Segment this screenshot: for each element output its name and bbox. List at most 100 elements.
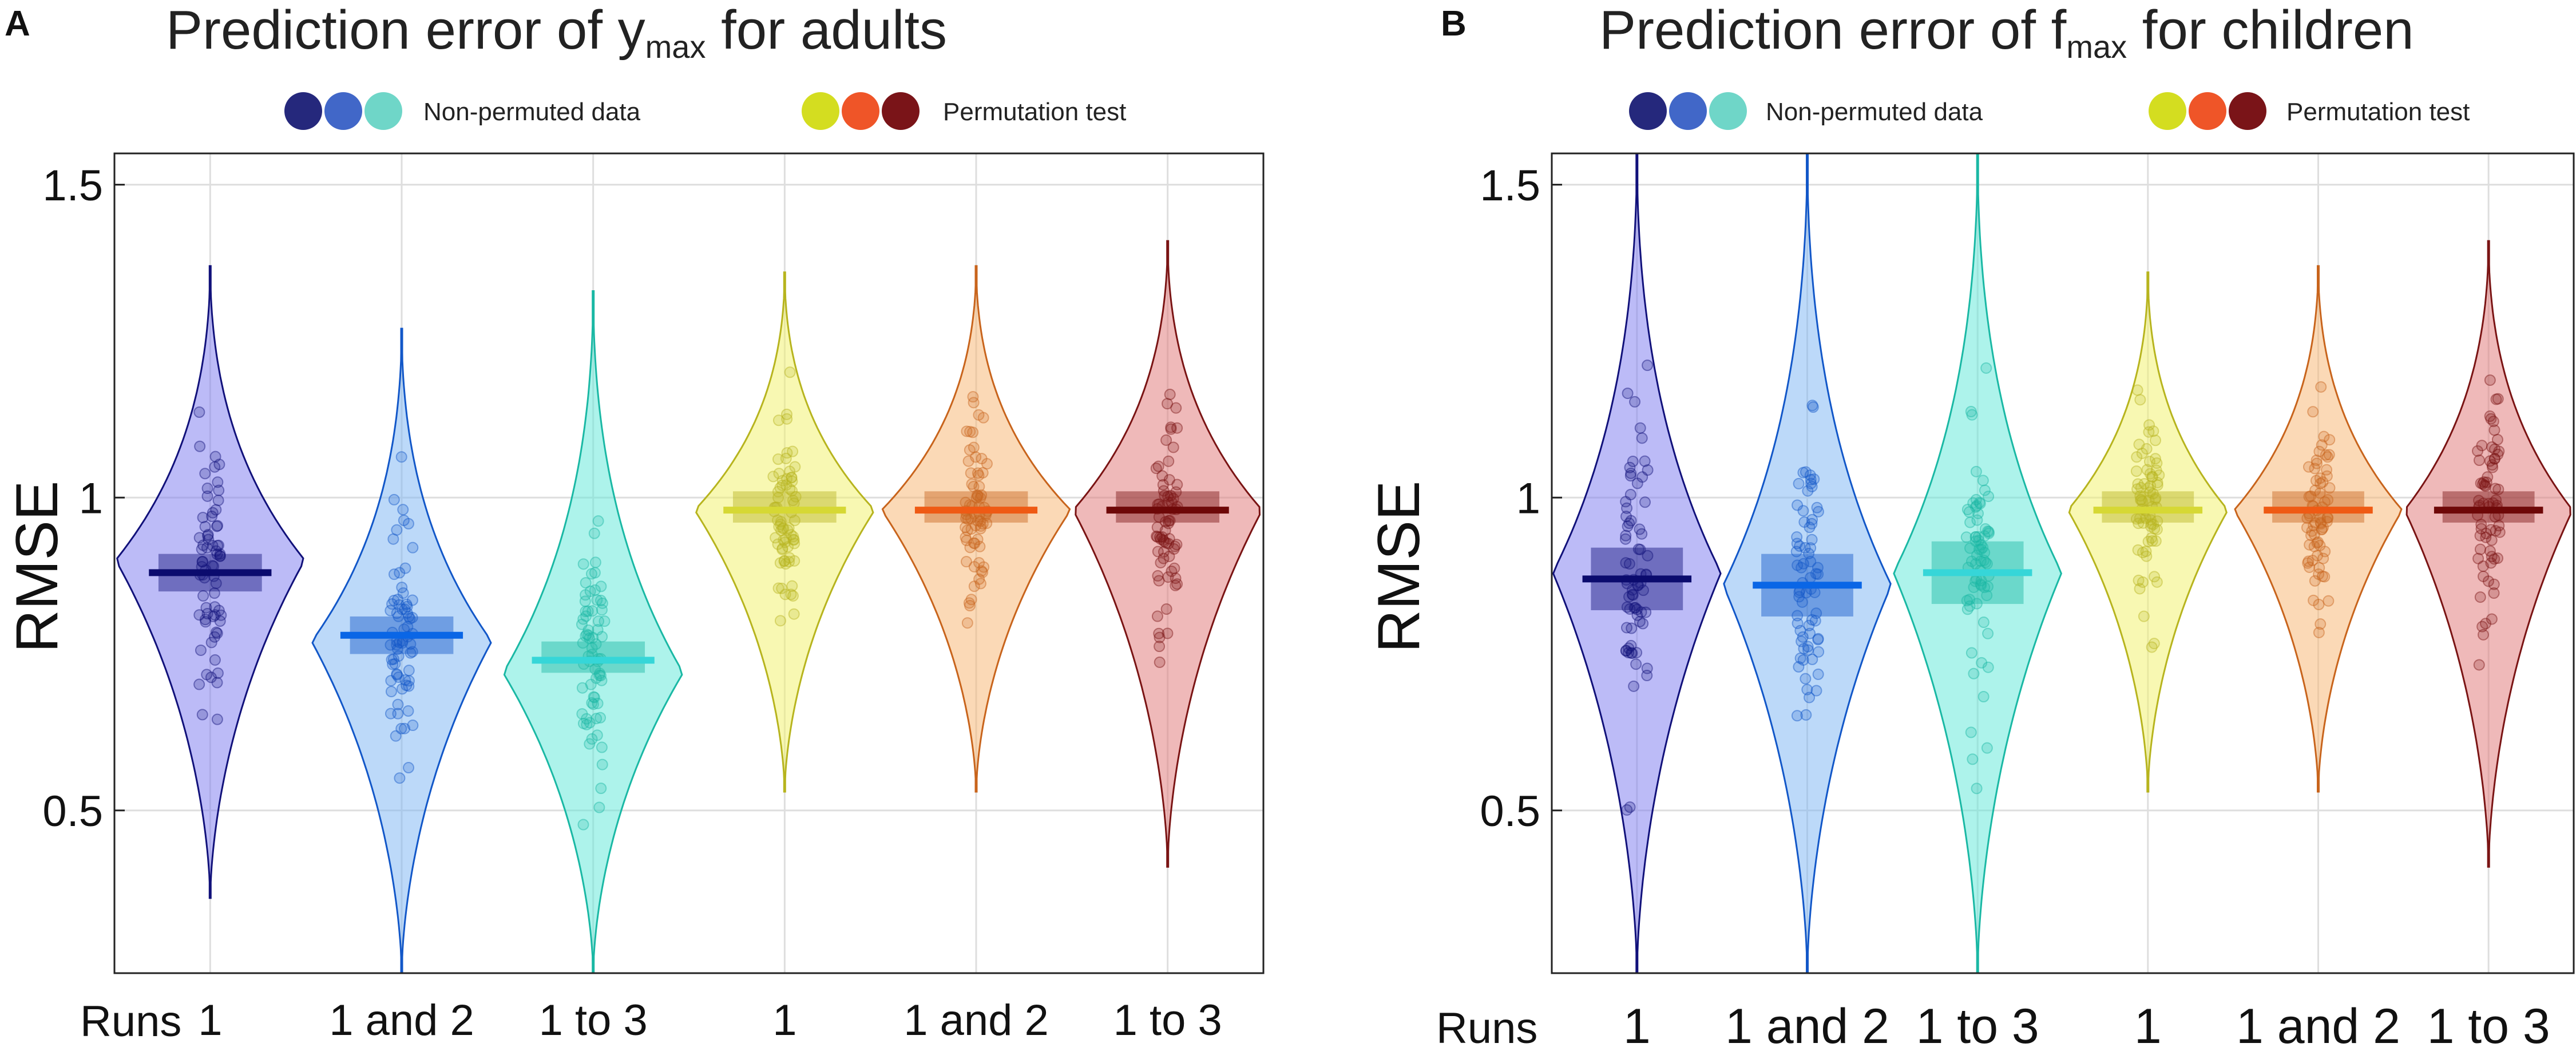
- data-point: [595, 783, 607, 795]
- data-point: [2486, 534, 2498, 546]
- data-point: [1626, 588, 1638, 600]
- data-point: [586, 642, 598, 654]
- data-point: [1973, 496, 1985, 508]
- data-point: [1797, 631, 1809, 643]
- data-point: [211, 520, 223, 532]
- data-point: [582, 629, 595, 641]
- data-point: [772, 582, 784, 594]
- data-point: [397, 504, 409, 516]
- data-point: [1158, 536, 1170, 548]
- data-point: [1163, 515, 1175, 527]
- data-point: [1626, 622, 1638, 634]
- data-point: [2485, 413, 2497, 425]
- data-point: [1969, 531, 1981, 543]
- data-point: [1167, 441, 1179, 453]
- data-point: [1791, 531, 1803, 543]
- data-point: [1983, 526, 1995, 538]
- data-point: [212, 476, 224, 488]
- data-point: [1972, 531, 1984, 543]
- data-point: [778, 534, 790, 546]
- data-point: [2482, 575, 2494, 587]
- data-point: [972, 490, 984, 502]
- data-point: [786, 472, 798, 484]
- legend-a-swatch-3: [364, 92, 402, 130]
- data-point: [391, 668, 403, 680]
- data-point: [2475, 477, 2487, 489]
- data-point: [2309, 575, 2321, 587]
- data-point: [586, 605, 599, 617]
- data-point: [2145, 514, 2157, 526]
- data-point: [200, 602, 212, 614]
- panel-a-title-main: Prediction error of y: [166, 0, 645, 61]
- data-point: [1790, 546, 1802, 558]
- data-point: [1639, 455, 1651, 467]
- legend-a-swatch-4: [802, 92, 839, 130]
- data-point: [1156, 470, 1168, 482]
- data-point: [2144, 486, 2156, 498]
- data-point: [199, 468, 211, 480]
- data-point: [772, 414, 784, 426]
- violin-body-2: [311, 327, 492, 974]
- data-point: [402, 705, 414, 717]
- data-point: [1967, 753, 1979, 765]
- data-point: [1971, 550, 1983, 562]
- data-point: [961, 617, 973, 629]
- data-point: [1809, 615, 1821, 627]
- data-point: [2153, 469, 2165, 481]
- data-point: [2473, 455, 2485, 467]
- data-point: [779, 536, 791, 548]
- data-point: [1153, 575, 1165, 587]
- data-point: [212, 495, 224, 507]
- data-point: [584, 717, 596, 729]
- data-point: [772, 485, 784, 497]
- data-point: [1164, 389, 1176, 401]
- data-point: [974, 578, 986, 590]
- data-point: [2478, 570, 2490, 582]
- panel-b-title-main: Prediction error of f: [1599, 0, 2067, 61]
- data-point: [2310, 475, 2322, 487]
- data-point: [778, 555, 790, 567]
- data-point: [197, 512, 209, 524]
- legend-b-permuted-label: Permutation test: [2286, 98, 2470, 126]
- data-point: [1628, 602, 1640, 614]
- data-point: [1806, 480, 1818, 492]
- data-point: [2488, 453, 2500, 465]
- data-point: [2305, 530, 2317, 542]
- data-point: [2480, 528, 2492, 540]
- data-point: [1154, 531, 1166, 543]
- data-point: [205, 637, 217, 649]
- data-point: [2306, 555, 2319, 567]
- data-point: [1798, 516, 1810, 528]
- data-point: [779, 588, 791, 600]
- data-point: [1163, 533, 1175, 545]
- data-point: [576, 682, 588, 694]
- data-point: [1153, 627, 1165, 639]
- panel-b-title-rest: for children: [2127, 0, 2414, 61]
- data-point: [2149, 453, 2161, 465]
- data-point: [2489, 483, 2501, 495]
- data-point: [2314, 539, 2326, 551]
- legend-b-non-permuted-label: Non-permuted data: [1766, 98, 1983, 126]
- data-point: [1635, 606, 1647, 618]
- data-point: [1621, 601, 1633, 613]
- data-point: [387, 658, 399, 670]
- data-point: [392, 594, 404, 606]
- data-point: [972, 534, 984, 546]
- data-point: [1160, 434, 1172, 446]
- data-point: [1793, 591, 1805, 603]
- violin-3: [1893, 152, 2063, 974]
- x-tick-label: 1: [2134, 999, 2162, 1051]
- data-point: [385, 675, 397, 687]
- data-point: [2313, 598, 2325, 610]
- data-point: [399, 722, 411, 734]
- data-point: [2486, 441, 2498, 453]
- data-point: [2318, 430, 2330, 442]
- data-point: [976, 565, 988, 577]
- data-point: [2316, 523, 2328, 535]
- data-point: [1975, 579, 1987, 591]
- data-point: [385, 686, 397, 698]
- data-point: [1158, 534, 1170, 546]
- data-point: [580, 577, 592, 589]
- data-point: [210, 545, 222, 557]
- data-point: [964, 425, 976, 437]
